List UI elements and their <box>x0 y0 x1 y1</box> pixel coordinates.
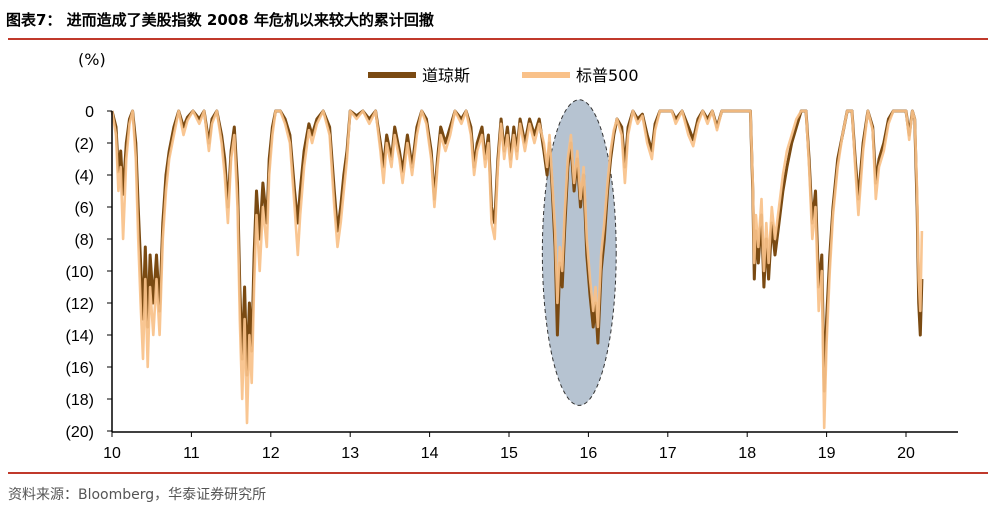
y-tick-label: 0 <box>85 104 94 121</box>
x-tick-label: 19 <box>818 445 836 462</box>
y-tick-label: (6) <box>74 200 94 217</box>
x-tick-label: 18 <box>738 445 756 462</box>
y-axis-unit: (%) <box>78 50 106 69</box>
x-tick-label: 17 <box>659 445 677 462</box>
y-tick-label: (2) <box>74 136 94 153</box>
x-tick-label: 14 <box>421 445 439 462</box>
x-tick-label: 12 <box>262 445 280 462</box>
y-tick-label: (10) <box>66 264 94 281</box>
x-tick-label: 16 <box>580 445 598 462</box>
x-tick-label: 11 <box>183 445 200 462</box>
y-tick-label: (8) <box>74 232 94 249</box>
x-tick-label: 20 <box>897 445 915 462</box>
figure-title: 图表7： 进而造成了美股指数 2008 年危机以来较大的累计回撤 <box>6 11 434 29</box>
source-note: 资料来源：Bloomberg，华泰证券研究所 <box>8 487 267 503</box>
y-tick-label: (14) <box>66 328 94 345</box>
x-tick-label: 15 <box>500 445 518 462</box>
legend-label-dow-jones: 道琼斯 <box>422 66 470 85</box>
y-tick-label: (16) <box>66 360 94 377</box>
y-tick-label: (20) <box>66 424 94 441</box>
y-tick-label: (12) <box>66 296 94 313</box>
legend-label-sp500: 标普500 <box>576 66 639 85</box>
y-tick-label: (4) <box>74 168 94 185</box>
series-line-sp500 <box>110 109 924 430</box>
x-tick-label: 13 <box>341 445 359 462</box>
source-divider <box>8 472 988 474</box>
y-tick-label: (18) <box>66 392 94 409</box>
highlight-ellipse <box>541 99 617 406</box>
title-divider <box>8 38 988 40</box>
drawdown-chart: 0 (2) (4) (6) (8) (10) (12) (14) (16) (18) (20) 10 1… <box>66 66 958 462</box>
x-tick-label: 10 <box>103 445 121 462</box>
